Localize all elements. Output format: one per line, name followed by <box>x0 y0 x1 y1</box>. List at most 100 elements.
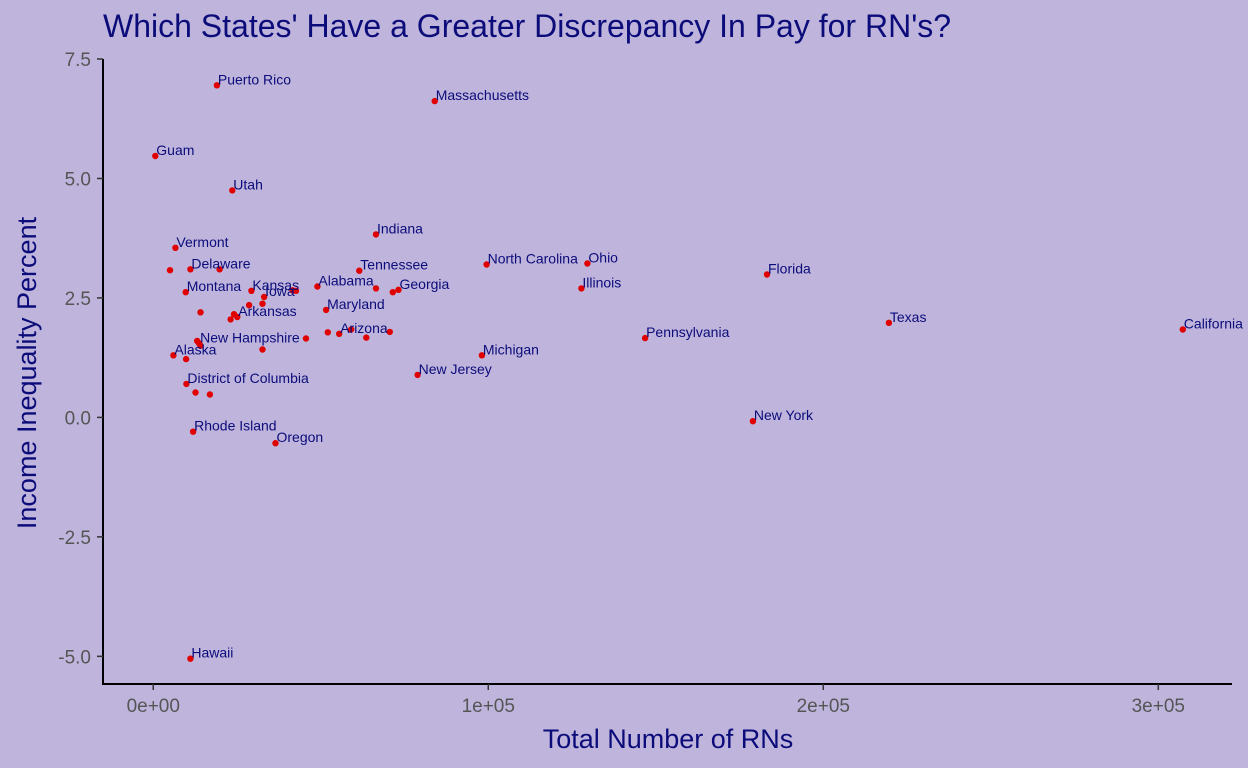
data-label: District of Columbia <box>187 370 309 386</box>
data-label: Kansas <box>252 277 299 293</box>
data-label: Utah <box>233 176 263 192</box>
x-tick-label: 0e+00 <box>127 696 180 717</box>
data-point <box>193 337 201 345</box>
x-axis-ticks: 0e+00 1e+05 2e+05 3e+05 <box>127 684 1185 717</box>
data-point <box>170 352 177 359</box>
data-label: Vermont <box>176 234 228 250</box>
data-point <box>431 97 438 105</box>
data-point <box>314 283 321 290</box>
data-point <box>230 311 238 318</box>
data-point <box>336 330 343 337</box>
data-point <box>578 285 585 292</box>
data-point <box>641 334 649 342</box>
data-point <box>372 285 380 292</box>
data-point <box>272 440 279 447</box>
data-labels: Puerto Rico Massachusetts Guam Utah Indiana V… <box>156 71 1243 660</box>
chart-title: Which States' Have a Greater Discrepancy… <box>103 8 951 44</box>
data-label: New York <box>754 407 814 423</box>
data-point <box>885 319 893 326</box>
data-point <box>348 326 355 333</box>
data-point <box>292 287 300 294</box>
data-label: Tennessee <box>360 257 428 273</box>
data-point <box>192 389 199 396</box>
x-tick-label: 3e+05 <box>1132 696 1185 717</box>
data-point <box>386 328 393 336</box>
data-point <box>260 293 268 301</box>
data-label: New Hampshire <box>200 329 300 345</box>
data-point <box>213 82 221 89</box>
data-point <box>763 271 771 278</box>
data-point <box>395 286 402 293</box>
data-point <box>414 371 421 379</box>
data-point <box>259 300 266 307</box>
data-point <box>259 346 266 353</box>
data-point <box>363 334 370 341</box>
data-label: Oregon <box>277 429 324 445</box>
data-point <box>1179 326 1187 333</box>
data-point <box>216 266 223 273</box>
data-point <box>324 329 331 336</box>
data-point <box>389 289 396 296</box>
x-axis-title: Total Number of RNs <box>543 724 794 754</box>
data-label: Montana <box>187 278 242 294</box>
data-label: Delaware <box>191 255 250 271</box>
y-tick-label: 0.0 <box>65 408 91 429</box>
data-label: Texas <box>890 309 927 325</box>
data-label: Iowa <box>265 283 295 299</box>
y-axis-ticks: -5.0 -2.5 0.0 2.5 5.0 7.5 <box>58 50 103 668</box>
data-label: Rhode Island <box>194 418 277 434</box>
data-label: New Jersey <box>419 361 492 377</box>
data-point <box>478 352 486 359</box>
data-label: Georgia <box>400 276 450 292</box>
data-point <box>189 428 197 435</box>
data-point <box>322 306 330 314</box>
data-label: Ohio <box>588 250 618 266</box>
data-point <box>245 301 253 309</box>
data-point <box>182 289 189 296</box>
data-label: Alabama <box>318 273 373 289</box>
data-label: Florida <box>768 261 811 277</box>
data-point <box>302 335 310 342</box>
data-point <box>183 380 190 388</box>
data-points <box>152 82 1187 662</box>
data-label: California <box>1184 316 1243 332</box>
data-label: Arkansas <box>238 303 296 319</box>
data-point <box>749 418 757 425</box>
data-label: North Carolina <box>488 251 578 267</box>
data-point <box>152 152 159 160</box>
data-label: Michigan <box>483 341 539 357</box>
y-tick-label: 5.0 <box>65 169 91 190</box>
data-point <box>197 342 204 349</box>
y-axis-title: Income Inequality Percent <box>12 216 42 529</box>
data-point <box>372 231 380 238</box>
data-point <box>248 287 255 294</box>
data-label: Illinois <box>582 274 621 290</box>
y-tick-label: -2.5 <box>58 528 91 549</box>
data-point <box>483 261 490 268</box>
y-tick-label: 2.5 <box>65 289 91 310</box>
data-label: Puerto Rico <box>218 71 291 87</box>
x-tick-label: 2e+05 <box>797 696 850 717</box>
y-tick-label: 7.5 <box>65 50 91 71</box>
x-tick-label: 1e+05 <box>462 696 515 717</box>
data-label: Indiana <box>377 220 423 236</box>
data-point <box>197 309 204 316</box>
data-point <box>187 266 194 273</box>
data-point <box>182 355 190 363</box>
data-point <box>166 267 174 274</box>
data-point <box>227 316 234 323</box>
data-label: Alaska <box>174 341 216 357</box>
data-point <box>356 267 363 274</box>
data-point <box>584 260 591 267</box>
data-point <box>229 187 236 194</box>
data-point <box>187 655 194 662</box>
y-tick-label: -5.0 <box>58 647 91 668</box>
data-label: Hawaii <box>191 645 233 661</box>
data-label: Guam <box>156 142 194 158</box>
data-point <box>172 244 179 251</box>
data-label: Massachusetts <box>436 87 529 103</box>
data-point <box>206 391 214 398</box>
data-label: Maryland <box>327 296 385 312</box>
